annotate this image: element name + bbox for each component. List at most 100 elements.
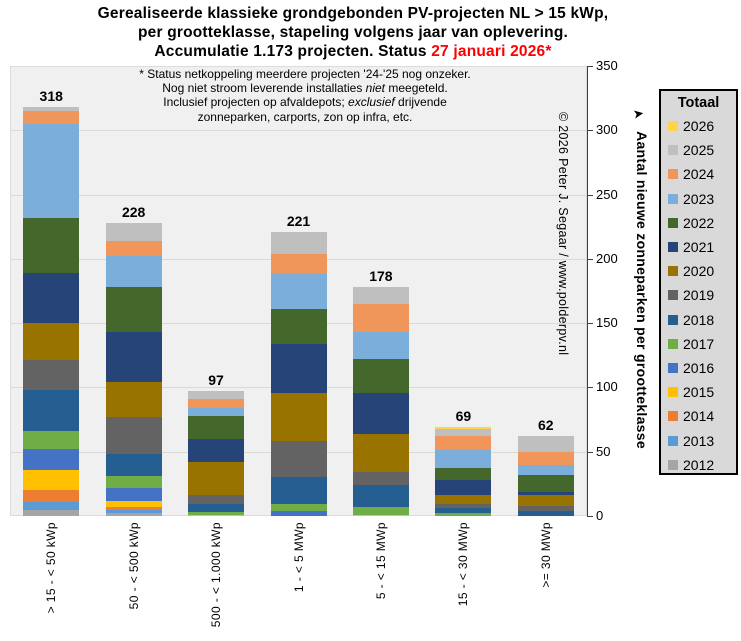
- chart-title-line3: Accumulatie 1.173 projecten. Status 27 j…: [10, 42, 696, 61]
- legend-item: 2013: [661, 428, 736, 452]
- bar-segment: [105, 256, 162, 288]
- bar-segment: [105, 476, 162, 488]
- legend-box: Totaal 2026 2025 2024 2023 2022 2021 2020 2019 2…: [659, 89, 738, 475]
- legend-items: 2026 2025 2024 2023 2022 2021 2020 2019 2018 2017…: [661, 114, 736, 477]
- bar-segment: [23, 501, 80, 510]
- bar-segment: [517, 464, 574, 475]
- bar-segment: [188, 438, 245, 462]
- legend-item: 2012: [661, 453, 736, 477]
- bar-segment: [188, 462, 245, 496]
- annotation-line: zonneparken, carports, zon op infra, etc…: [10, 110, 600, 124]
- bar-segment: [270, 504, 327, 511]
- y-tick: [587, 258, 593, 260]
- y-tick-label: 150: [596, 315, 618, 331]
- bar-segment: [188, 415, 245, 439]
- bar-total-label: 228: [121, 203, 146, 220]
- annotation-line: Inclusief projecten op afvaldepots; excl…: [10, 95, 600, 109]
- y-tick-label: 50: [596, 443, 611, 459]
- y-tick-label: 250: [596, 186, 618, 202]
- y-axis-title: Aantal nieuwe zonneparken per groottekla…: [634, 131, 650, 449]
- bar-segment: [352, 507, 409, 515]
- y-tick: [587, 516, 593, 517]
- legend-item: 2020: [661, 259, 736, 283]
- bar-segment: [188, 495, 245, 505]
- gridline: [11, 130, 586, 132]
- legend-swatch: [668, 435, 678, 446]
- bar-segment: [270, 510, 327, 516]
- legend-item-label: 2024: [683, 166, 715, 183]
- legend-item: 2014: [661, 404, 736, 428]
- bar-segment: [352, 287, 409, 304]
- bar-total-label: 62: [537, 417, 554, 434]
- bar-segment: [352, 472, 409, 486]
- bar-segment: [188, 391, 245, 399]
- legend-swatch: [668, 145, 678, 156]
- legend-item-label: 2016: [683, 359, 715, 376]
- bar-segment: [435, 495, 492, 505]
- y-axis-line: [587, 66, 588, 517]
- legend-swatch: [668, 314, 678, 325]
- legend-item: 2023: [661, 187, 736, 211]
- legend-swatch: [668, 242, 678, 253]
- bar-segment: [23, 431, 80, 450]
- x-axis-label: >= 30 MWp: [538, 522, 553, 588]
- annotation-text: zonneparken, carports, zon op infra, etc…: [197, 109, 413, 124]
- bar-segment: [517, 474, 574, 492]
- legend-item-label: 2014: [683, 408, 715, 425]
- y-tick-label: 0: [596, 508, 604, 523]
- y-tick: [587, 387, 593, 389]
- bar-segment: [23, 107, 80, 111]
- legend-item-label: 2020: [683, 263, 715, 280]
- bar-total-label: 178: [369, 268, 393, 285]
- bar-segment: [105, 382, 162, 417]
- bar-segment: [435, 436, 492, 451]
- bar-segment: [435, 504, 492, 509]
- legend-title: Totaal: [677, 95, 720, 111]
- bar-segment: [270, 392, 327, 442]
- bar-segment: [105, 222, 162, 241]
- bar-segment: [435, 508, 492, 514]
- bar-segment: [23, 323, 80, 361]
- chart-title: Gerealiseerde klassieke grondgebonden PV…: [10, 4, 696, 61]
- legend-item-label: 2015: [683, 384, 715, 401]
- legend-item-label: 2023: [683, 190, 715, 207]
- bar-segment: [517, 505, 574, 511]
- annotation-line: Nog niet stroom leverende installaties n…: [10, 81, 600, 95]
- copyright-watermark: © 2026 Peter J. Segaar / www.polderpv.nl: [556, 112, 570, 356]
- x-axis-label: 500 - < 1.000 kWp: [209, 522, 224, 628]
- bar-segment: [105, 287, 162, 333]
- legend-item: 2025: [661, 138, 736, 162]
- legend-item: 2019: [661, 283, 736, 307]
- legend-item: 2024: [661, 162, 736, 186]
- x-axis-label: 50 - < 500 kWp: [126, 522, 141, 610]
- x-axis-label: 5 - < 15 MWp: [373, 522, 388, 600]
- bar-segment: [105, 507, 162, 510]
- legend-swatch: [668, 459, 678, 470]
- bar-segment: [23, 390, 80, 432]
- legend-item: 2021: [661, 235, 736, 259]
- legend-item-label: 2022: [683, 214, 715, 231]
- bar-segment: [352, 514, 409, 516]
- bar-segment: [105, 500, 162, 507]
- y-tick-label: 100: [596, 379, 618, 395]
- y-tick: [587, 66, 593, 67]
- y-tick-label: 300: [596, 122, 618, 138]
- legend-item: 2022: [661, 211, 736, 235]
- bar-segment: [270, 253, 327, 275]
- annotation-line: * Status netkoppeling meerdere projecten…: [10, 67, 600, 81]
- legend-pointer-arrow-icon: ➤: [631, 105, 646, 122]
- bar-segment: [352, 433, 409, 473]
- bar-segment: [517, 436, 574, 452]
- legend-swatch: [668, 121, 678, 132]
- bar-segment: [270, 477, 327, 505]
- legend-swatch: [668, 217, 678, 228]
- bar-segment: [517, 495, 574, 506]
- y-tick-label: 350: [596, 58, 618, 73]
- chart-title-status-date: 27 januari 2026*: [431, 43, 552, 60]
- x-axis-label: 15 - < 30 MWp: [456, 522, 471, 607]
- bar-segment: [188, 408, 245, 416]
- bar-segment: [435, 513, 492, 516]
- bar-segment: [352, 392, 409, 434]
- legend-item: 2017: [661, 332, 736, 356]
- annotation-text-italic: exclusief: [348, 95, 395, 110]
